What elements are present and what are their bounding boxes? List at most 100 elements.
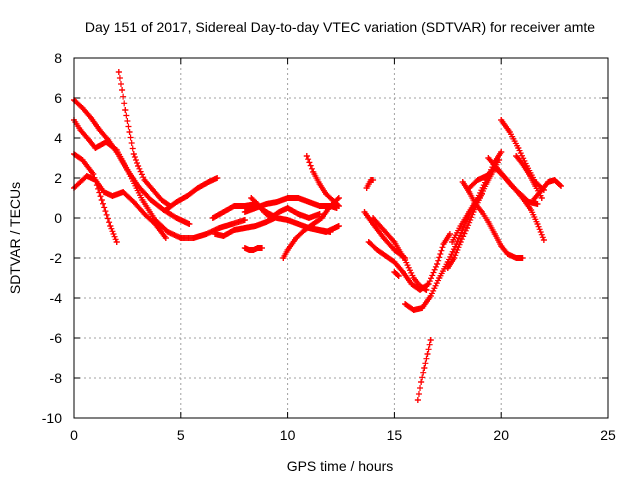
y-tick-labels: -10 -8 -6 -4 -2 0 2 4 6 8 [42,50,62,426]
data-point [483,173,490,179]
data-point [528,207,535,213]
data-point [391,269,398,275]
data-point [79,157,86,163]
data-point [511,185,518,191]
data-point [380,227,387,233]
series-arc-15 [363,177,377,191]
data-point [280,255,287,261]
x-tick-label: 0 [70,427,78,443]
data-point [293,235,300,241]
data-point [361,209,368,215]
data-point [184,193,191,199]
data-point [211,231,218,237]
data-point [126,129,133,135]
data-point [305,215,312,221]
data-point [534,201,541,207]
data-point [284,217,291,223]
data-point [109,193,116,199]
data-point [241,203,248,209]
data-point [538,195,545,201]
data-point [205,179,212,185]
data-point [126,171,133,177]
data-point [164,229,171,235]
data-point [331,225,338,231]
data-point [276,209,283,215]
data-point [186,221,193,227]
data-point [267,215,274,221]
data-point [261,209,268,215]
data-point [295,211,302,217]
data-point [380,235,387,241]
data-point [79,105,86,111]
data-point [545,179,552,185]
data-point [425,281,432,287]
data-point [318,215,325,221]
data-point [498,149,505,155]
data-point [203,231,210,237]
data-point [113,147,120,153]
data-point [446,231,453,237]
x-tick-label: 5 [177,427,185,443]
data-point [335,195,342,201]
data-point [88,115,95,121]
data-point [92,145,99,151]
x-tick-label: 20 [493,427,509,443]
data-point [551,177,558,183]
data-point [130,151,137,157]
data-point [474,195,481,201]
series-arc-13 [303,153,342,209]
data-point [417,283,424,289]
marker-trace [71,97,193,227]
data-point [498,243,505,249]
series-arc-18 [370,215,430,293]
data-point [534,221,541,227]
data-point [427,337,434,343]
data-point [493,165,500,171]
data-point [310,169,317,175]
data-point [451,255,458,261]
data-point [408,281,415,287]
data-point [323,229,330,235]
data-point [410,307,417,313]
plot-frame [73,57,609,419]
y-tick-label: 8 [54,50,62,66]
data-point [139,197,146,203]
data-point [115,69,122,75]
data-point [252,205,259,211]
series-arc-5 [115,69,174,209]
data-point [263,201,270,207]
series-arc-11 [241,245,265,253]
series-arc-6 [162,175,221,213]
data-point [83,173,90,179]
data-point [474,177,481,183]
data-point [335,223,342,229]
data-point [220,209,227,215]
data-point [241,245,248,251]
data-point [506,129,513,135]
data-point [327,203,334,209]
data-point [370,177,377,183]
data-point [316,181,323,187]
data-point [173,199,180,205]
y-tick-label: -10 [42,410,62,426]
data-point [457,223,464,229]
data-point [395,273,402,279]
series-arc-26 [485,155,547,243]
data-point [530,197,537,203]
data-point [370,221,377,227]
data-point [173,215,180,221]
data-point [314,227,321,233]
data-point [513,153,520,159]
data-point [391,259,398,265]
data-point [119,87,126,93]
data-point [301,227,308,233]
series-arc-2 [71,117,248,241]
data-point [258,245,265,251]
data-point [92,177,99,183]
x-tick-label: 25 [600,427,616,443]
x-tick-labels: 0 5 10 15 20 25 [70,427,616,443]
data-point [558,183,565,189]
data-point [229,221,236,227]
data-point [158,197,165,203]
